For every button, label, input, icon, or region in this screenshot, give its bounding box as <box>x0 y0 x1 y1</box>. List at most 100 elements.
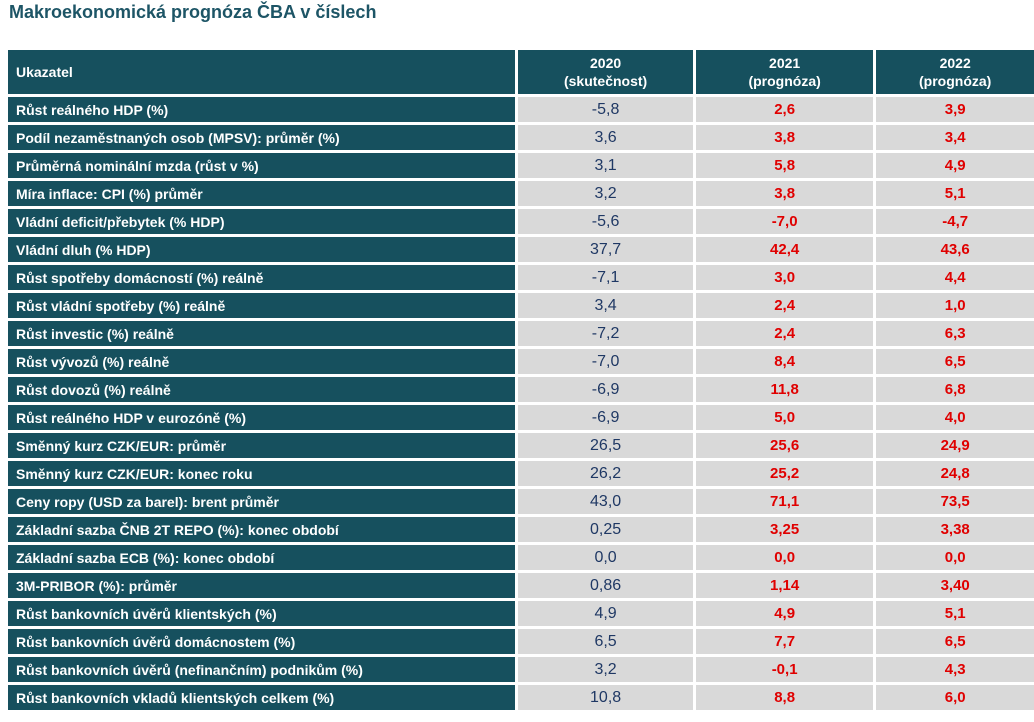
indicator-label: Růst reálného HDP v eurozóně (%) <box>8 405 516 430</box>
value-2020-actual: 6,5 <box>518 629 693 654</box>
table-body: Růst reálného HDP (%) -5,8 2,6 3,9 Podíl nez… <box>8 97 1034 710</box>
table-row: Růst bankovních úvěrů klientských (%) 4,9… <box>8 601 1034 626</box>
value-2020-actual: 26,2 <box>518 461 693 486</box>
value-2022-forecast: 4,3 <box>876 657 1034 682</box>
column-header-indicator: Ukazatel <box>8 50 516 94</box>
value-2022-forecast: 4,0 <box>876 405 1034 430</box>
value-2021-forecast: 5,8 <box>695 153 874 178</box>
table-row: Směnný kurz CZK/EUR: průměr 26,5 25,6 24,9 <box>8 433 1034 458</box>
table-row: Míra inflace: CPI (%) průměr 3,2 3,8 5,1 <box>8 181 1034 206</box>
value-2022-forecast: 6,0 <box>876 685 1034 710</box>
value-2021-forecast: 1,14 <box>695 573 874 598</box>
indicator-label: Průměrná nominální mzda (růst v %) <box>8 153 516 178</box>
table-row: Růst spotřeby domácností (%) reálně -7,1 3… <box>8 265 1034 290</box>
table-row: Růst bankovních úvěrů (nefinančním) podn… <box>8 657 1034 682</box>
column-header-year: 2020 <box>590 55 622 71</box>
value-2021-forecast: 2,4 <box>695 293 874 318</box>
value-2021-forecast: 3,8 <box>695 125 874 150</box>
indicator-label: Ceny ropy (USD za barel): brent průměr <box>8 489 516 514</box>
page-title: Makroekonomická prognóza ČBA v číslech <box>9 2 377 22</box>
value-2021-forecast: 3,25 <box>695 517 874 542</box>
indicator-label: Směnný kurz CZK/EUR: průměr <box>8 433 516 458</box>
table-row: Základní sazba ČNB 2T REPO (%): konec ob… <box>8 517 1034 542</box>
value-2020-actual: 10,8 <box>518 685 693 710</box>
value-2022-forecast: 1,0 <box>876 293 1034 318</box>
value-2021-forecast: 25,6 <box>695 433 874 458</box>
value-2020-actual: -5,8 <box>518 97 693 122</box>
value-2022-forecast: 0,0 <box>876 545 1034 570</box>
indicator-label: Vládní deficit/přebytek (% HDP) <box>8 209 516 234</box>
indicator-label: Růst bankovních úvěrů domácnostem (%) <box>8 629 516 654</box>
value-2021-forecast: 3,0 <box>695 265 874 290</box>
table-header-row: Ukazatel 2020 (skutečnost) 2021 (prognóz… <box>8 50 1034 94</box>
table-row: Růst dovozů (%) reálně -6,9 11,8 6,8 <box>8 377 1034 402</box>
value-2021-forecast: 4,9 <box>695 601 874 626</box>
column-header-note: (prognóza) <box>748 73 821 89</box>
table-row: Růst bankovních vkladů klientských celke… <box>8 685 1034 710</box>
indicator-label: Růst vládní spotřeby (%) reálně <box>8 293 516 318</box>
value-2021-forecast: 0,0 <box>695 545 874 570</box>
value-2022-forecast: 6,3 <box>876 321 1034 346</box>
value-2022-forecast: 6,5 <box>876 349 1034 374</box>
table-row: Růst investic (%) reálně -7,2 2,4 6,3 <box>8 321 1034 346</box>
value-2021-forecast: 11,8 <box>695 377 874 402</box>
indicator-label: Vládní dluh (% HDP) <box>8 237 516 262</box>
value-2021-forecast: -7,0 <box>695 209 874 234</box>
value-2021-forecast: 2,6 <box>695 97 874 122</box>
indicator-label: 3M-PRIBOR (%): průměr <box>8 573 516 598</box>
indicator-label: Podíl nezaměstnaných osob (MPSV): průměr… <box>8 125 516 150</box>
value-2022-forecast: 6,5 <box>876 629 1034 654</box>
value-2022-forecast: 3,9 <box>876 97 1034 122</box>
value-2021-forecast: 8,4 <box>695 349 874 374</box>
indicator-label: Růst bankovních úvěrů (nefinančním) podn… <box>8 657 516 682</box>
column-header-2020: 2020 (skutečnost) <box>518 50 693 94</box>
indicator-label: Růst bankovních úvěrů klientských (%) <box>8 601 516 626</box>
value-2020-actual: 0,0 <box>518 545 693 570</box>
value-2020-actual: -6,9 <box>518 405 693 430</box>
value-2022-forecast: 3,38 <box>876 517 1034 542</box>
macro-forecast-table: Ukazatel 2020 (skutečnost) 2021 (prognóz… <box>5 47 1034 713</box>
table-row: Růst reálného HDP (%) -5,8 2,6 3,9 <box>8 97 1034 122</box>
table-row: Vládní dluh (% HDP) 37,7 42,4 43,6 <box>8 237 1034 262</box>
value-2021-forecast: 8,8 <box>695 685 874 710</box>
table-row: Ceny ropy (USD za barel): brent průměr 43… <box>8 489 1034 514</box>
value-2021-forecast: -0,1 <box>695 657 874 682</box>
table-row: Směnný kurz CZK/EUR: konec roku 26,2 25,2 2… <box>8 461 1034 486</box>
value-2022-forecast: 4,4 <box>876 265 1034 290</box>
table-row: 3M-PRIBOR (%): průměr 0,86 1,14 3,40 <box>8 573 1034 598</box>
value-2020-actual: 3,4 <box>518 293 693 318</box>
value-2022-forecast: 24,9 <box>876 433 1034 458</box>
value-2020-actual: 3,2 <box>518 657 693 682</box>
indicator-label: Základní sazba ČNB 2T REPO (%): konec ob… <box>8 517 516 542</box>
value-2020-actual: -5,6 <box>518 209 693 234</box>
column-header-note: (skutečnost) <box>563 73 648 89</box>
value-2022-forecast: 3,40 <box>876 573 1034 598</box>
column-header-note: (prognóza) <box>919 73 992 89</box>
indicator-label: Směnný kurz CZK/EUR: konec roku <box>8 461 516 486</box>
value-2020-actual: -7,1 <box>518 265 693 290</box>
column-header-year: 2022 <box>939 55 971 71</box>
indicator-label: Růst reálného HDP (%) <box>8 97 516 122</box>
value-2020-actual: 4,9 <box>518 601 693 626</box>
value-2022-forecast: 43,6 <box>876 237 1034 262</box>
value-2021-forecast: 25,2 <box>695 461 874 486</box>
value-2021-forecast: 71,1 <box>695 489 874 514</box>
value-2020-actual: 0,25 <box>518 517 693 542</box>
table-row: Růst vládní spotřeby (%) reálně 3,4 2,4 1,0 <box>8 293 1034 318</box>
indicator-label: Růst vývozů (%) reálně <box>8 349 516 374</box>
table-row: Vládní deficit/přebytek (% HDP) -5,6 -7,0-… <box>8 209 1034 234</box>
value-2020-actual: 3,1 <box>518 153 693 178</box>
column-header-2022: 2022 (prognóza) <box>876 50 1034 94</box>
value-2022-forecast: 4,9 <box>876 153 1034 178</box>
value-2022-forecast: 73,5 <box>876 489 1034 514</box>
value-2021-forecast: 3,8 <box>695 181 874 206</box>
indicator-label: Růst dovozů (%) reálně <box>8 377 516 402</box>
value-2022-forecast: -4,7 <box>876 209 1034 234</box>
indicator-label: Růst investic (%) reálně <box>8 321 516 346</box>
table-row: Podíl nezaměstnaných osob (MPSV): průměr… <box>8 125 1034 150</box>
value-2021-forecast: 7,7 <box>695 629 874 654</box>
value-2020-actual: 3,6 <box>518 125 693 150</box>
value-2021-forecast: 5,0 <box>695 405 874 430</box>
value-2022-forecast: 5,1 <box>876 181 1034 206</box>
value-2020-actual: 26,5 <box>518 433 693 458</box>
